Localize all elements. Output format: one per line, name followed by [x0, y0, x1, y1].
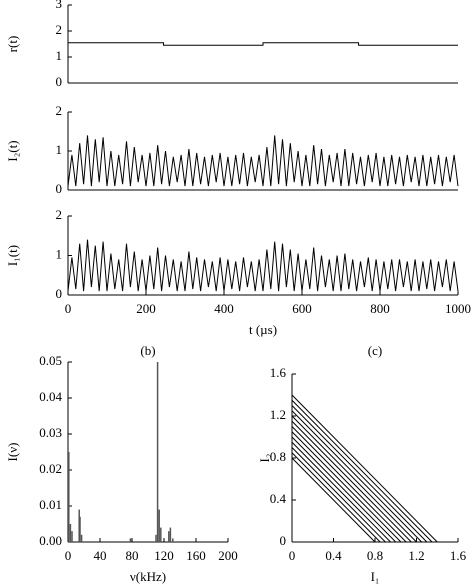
- series-line: [291, 399, 433, 543]
- series-line: [291, 452, 381, 543]
- y-axis-label: I(ν): [5, 443, 20, 462]
- series-line: [291, 420, 412, 543]
- series-line: [291, 410, 423, 543]
- y-tick-label: 2: [56, 207, 63, 222]
- y-tick-label: 2: [56, 103, 63, 118]
- x-tick-label: 0.8: [367, 548, 383, 563]
- series-line: [291, 394, 438, 543]
- y-tick-label: 0.8: [270, 449, 286, 464]
- x-tick-label: 800: [370, 301, 390, 316]
- y-axis-label: I₂: [257, 454, 272, 463]
- x-tick-label: 200: [136, 301, 156, 316]
- y-tick-label: 0.02: [39, 461, 62, 476]
- y-tick-label: 0: [56, 74, 63, 89]
- series-line: [291, 405, 428, 543]
- y-tick-label: 0.01: [39, 497, 62, 512]
- y-tick-label: 0.4: [270, 491, 287, 506]
- x-tick-label: 1.6: [450, 548, 467, 563]
- x-tick-label: 600: [292, 301, 312, 316]
- x-tick-label: 1.2: [408, 548, 424, 563]
- y-tick-label: 0: [280, 533, 287, 548]
- y-tick-label: 0: [56, 286, 63, 301]
- series-line: [291, 436, 397, 543]
- y-tick-label: 0.04: [39, 389, 62, 404]
- y-tick-label: 2: [56, 22, 63, 37]
- series-line: [291, 431, 402, 543]
- x-tick-label: 0: [289, 548, 296, 563]
- x-tick-label: 80: [126, 548, 139, 563]
- x-axis-label: t (µs): [249, 322, 277, 337]
- x-tick-label: 0.4: [325, 548, 342, 563]
- x-axis-label: ν(kHz): [130, 569, 166, 584]
- y-axis-label: r(t): [5, 36, 20, 53]
- y-tick-label: 1: [56, 246, 63, 261]
- chart-title: (b): [140, 343, 155, 358]
- y-tick-label: 0.03: [39, 425, 62, 440]
- x-tick-label: 1000: [445, 301, 471, 316]
- series-line: [67, 135, 459, 187]
- y-axis-label: I₁(t): [5, 245, 20, 266]
- y-tick-label: 0: [56, 181, 63, 196]
- series-line: [68, 42, 458, 46]
- x-tick-label: 200: [218, 548, 238, 563]
- x-tick-label: 400: [214, 301, 234, 316]
- x-tick-label: 0: [65, 301, 72, 316]
- y-tick-label: 3: [56, 0, 63, 11]
- chart-title: (c): [368, 343, 382, 358]
- y-tick-label: 1.6: [270, 365, 287, 380]
- x-tick-label: 120: [154, 548, 174, 563]
- x-tick-label: 40: [94, 548, 107, 563]
- x-tick-label: 160: [186, 548, 206, 563]
- series-line: [291, 457, 376, 543]
- y-tick-label: 1: [56, 48, 63, 63]
- series-line: [291, 447, 386, 543]
- y-tick-label: 0.05: [39, 353, 62, 368]
- series-line: [67, 239, 459, 292]
- x-tick-label: 0: [65, 548, 72, 563]
- series-line: [291, 426, 407, 543]
- y-tick-label: 0.00: [39, 533, 62, 548]
- y-tick-label: 1: [56, 142, 63, 157]
- series-line: [291, 441, 391, 543]
- x-axis-label: I₁: [371, 569, 380, 584]
- series-line: [291, 415, 417, 543]
- y-axis-label: I₂(t): [5, 140, 20, 161]
- y-tick-label: 1.2: [270, 407, 286, 422]
